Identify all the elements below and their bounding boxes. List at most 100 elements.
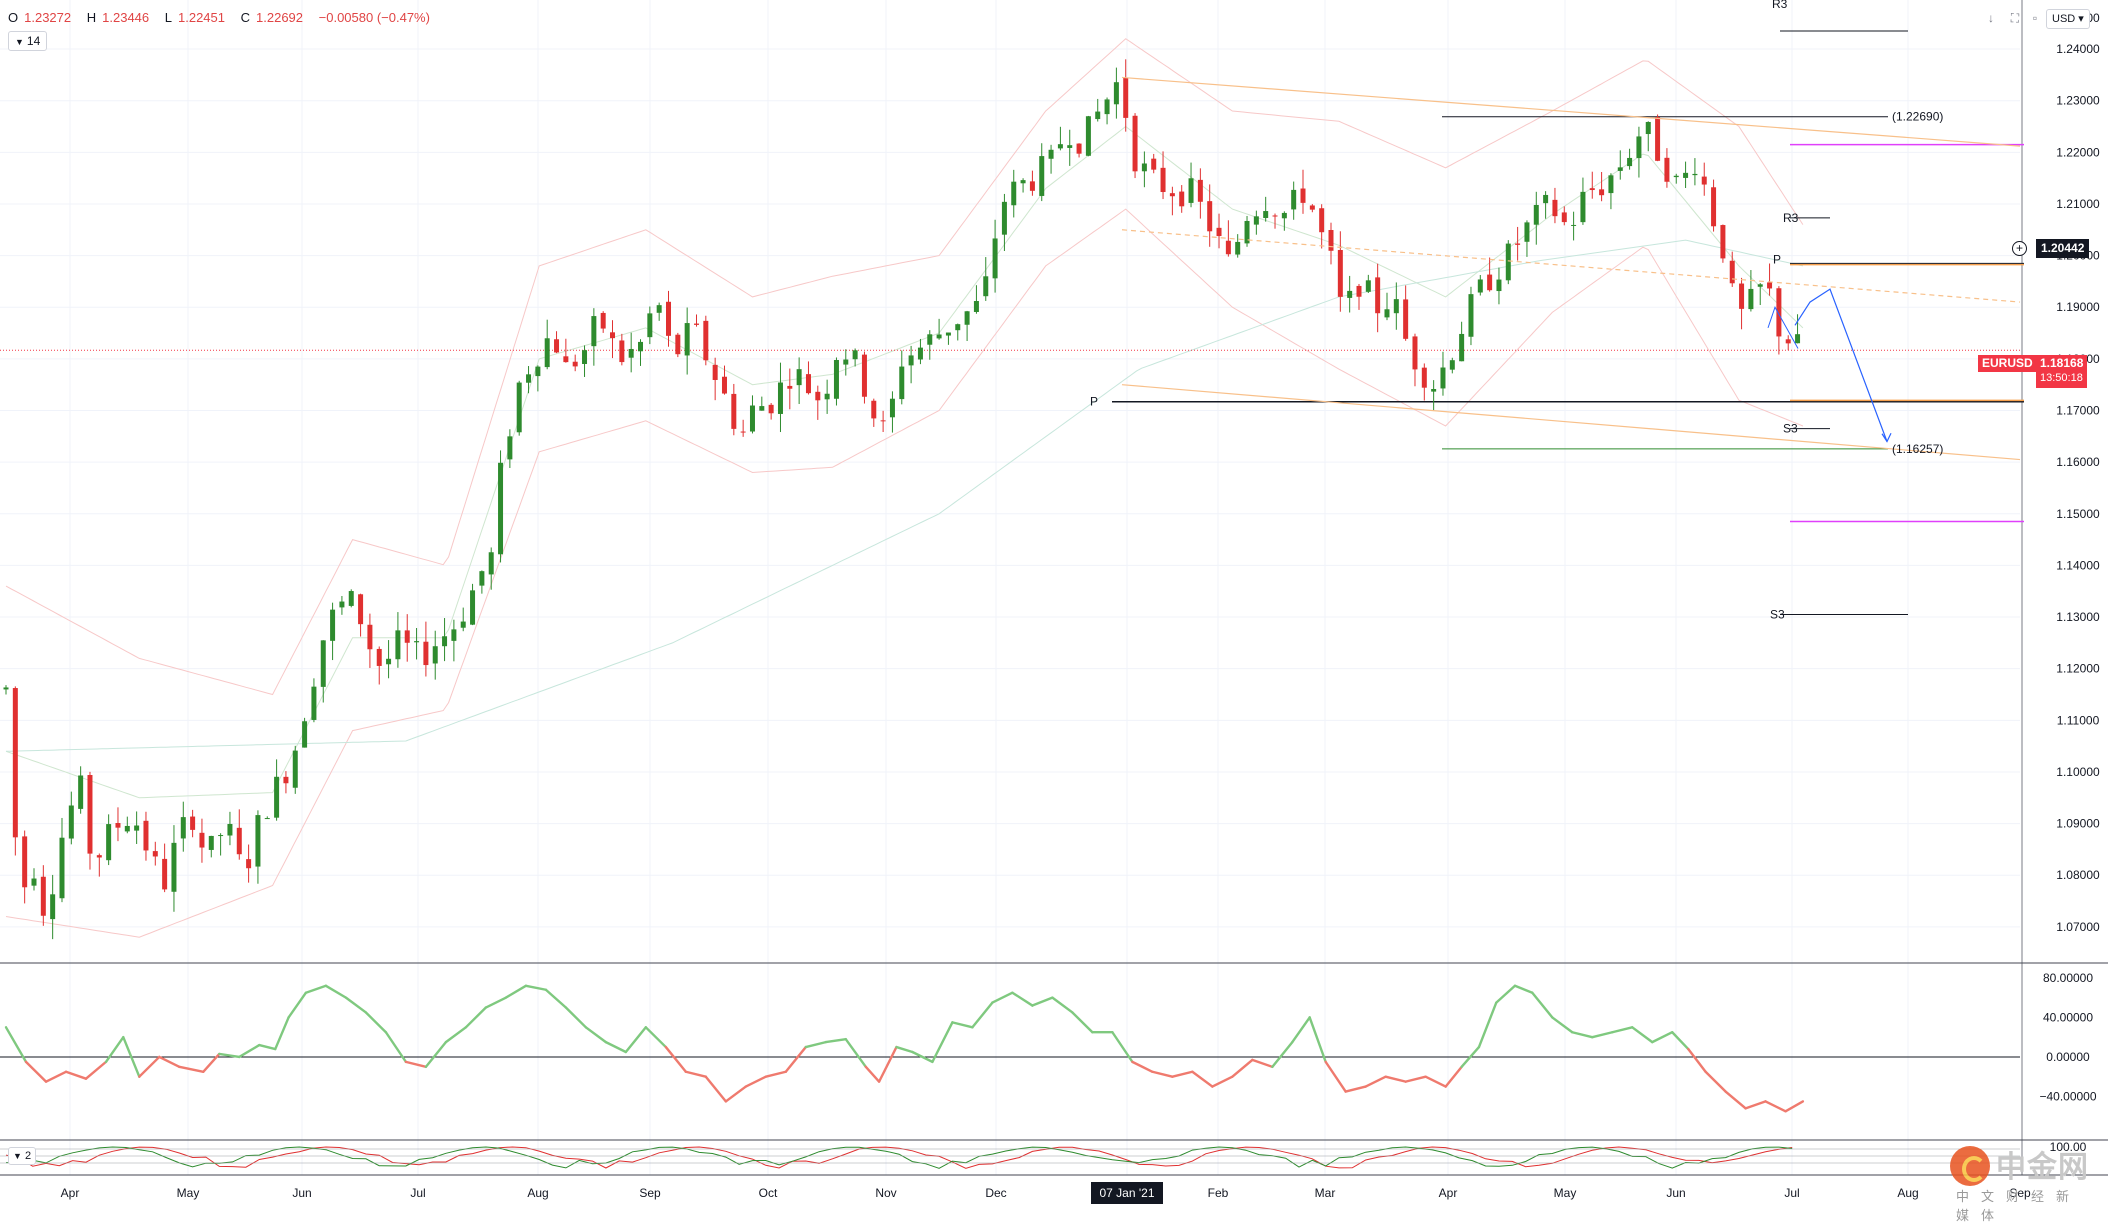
candle-body xyxy=(1225,240,1231,255)
candle-body xyxy=(768,404,774,414)
candle-body xyxy=(1608,175,1614,194)
arrow-down-icon[interactable]: ↓ xyxy=(1988,11,1994,25)
add-alert-icon[interactable]: + xyxy=(2012,241,2027,256)
candle-body xyxy=(1552,199,1558,217)
candle-body xyxy=(442,636,448,647)
osc-segment xyxy=(524,984,548,991)
candle-body xyxy=(236,827,242,855)
osc-tick-label: 0.00000 xyxy=(2046,1050,2090,1064)
projection-arrow xyxy=(1794,288,1888,442)
candle-body xyxy=(1253,216,1259,225)
osc-segment xyxy=(1271,1040,1294,1069)
candle-body xyxy=(1011,181,1017,206)
candle-body xyxy=(1375,277,1381,314)
candle-body xyxy=(992,238,998,279)
candle-body xyxy=(1309,205,1315,210)
candle-body xyxy=(1515,243,1521,245)
candle-body xyxy=(246,859,252,869)
candle-body xyxy=(1104,99,1110,115)
osc-segment xyxy=(764,1070,788,1078)
oscillator-pane: 80.00000 40.00000 0.00000 −40.00000 xyxy=(0,971,2097,1113)
osc-segment xyxy=(122,1035,141,1078)
maximize-icon[interactable]: ⛶ xyxy=(2010,11,2020,25)
drawings: (1.22690) (1.16257) R3 P S3 R3 P S3 xyxy=(1090,0,2021,621)
candle-body xyxy=(833,360,839,399)
candle-body xyxy=(134,825,140,831)
osc-segment xyxy=(844,1037,867,1069)
osc2-line xyxy=(5,1146,1793,1169)
candle-body xyxy=(208,835,214,850)
candle-body xyxy=(3,687,9,690)
osc-segment xyxy=(1444,1065,1463,1088)
time-axis-label: Dec xyxy=(985,1186,1006,1200)
candle-body xyxy=(376,648,382,666)
candle-body xyxy=(955,324,961,331)
osc-segment xyxy=(1251,1058,1274,1069)
candle-body xyxy=(805,374,811,394)
indicator-legend-chip[interactable]: ▼ 14 xyxy=(8,31,48,51)
osc-segment xyxy=(404,1060,428,1069)
candle-body xyxy=(563,356,569,363)
y-tick-label: 1.09000 xyxy=(2056,817,2100,831)
osc-segment xyxy=(178,1065,205,1073)
osc-segment xyxy=(1591,1031,1614,1039)
osc-tick-label: 80.00000 xyxy=(2043,971,2093,985)
candle-body xyxy=(740,431,746,433)
currency-selector[interactable]: USD ▾ xyxy=(2046,9,2090,29)
candle-body xyxy=(628,348,634,358)
time-axis-label: Oct xyxy=(759,1186,778,1200)
zigzag-drawing xyxy=(1767,306,1799,349)
candle-body xyxy=(460,621,466,628)
candle-body xyxy=(1113,82,1119,105)
osc-segment xyxy=(258,1043,277,1051)
candle-body xyxy=(591,316,597,347)
candle-body xyxy=(348,591,354,606)
oscillator2-pane: 100.00 xyxy=(0,1140,2087,1169)
candle-body xyxy=(1067,145,1073,148)
candle-body xyxy=(749,405,755,432)
osc-segment xyxy=(1631,1026,1654,1044)
time-axis-label: Aug xyxy=(1897,1186,1918,1200)
candle-body xyxy=(1617,167,1623,171)
channel-midline xyxy=(1121,229,2021,303)
y-tick-label: 1.23000 xyxy=(2056,94,2100,108)
osc-segment xyxy=(218,1052,241,1059)
y-tick-label: 1.07000 xyxy=(2056,920,2100,934)
support-label: (1.16257) xyxy=(1892,442,1943,456)
price-axis[interactable]: 1.07000 1.08000 1.09000 1.10000 1.11000 1.120… xyxy=(2056,11,2100,934)
low-value: 1.22451 xyxy=(178,10,225,25)
y-tick-label: 1.12000 xyxy=(2056,662,2100,676)
candle-body xyxy=(1795,334,1801,344)
close-icon[interactable]: ▫ xyxy=(2032,11,2038,25)
s3-label: S3 xyxy=(1770,607,1785,621)
candle-body xyxy=(1001,201,1007,235)
close-value: 1.22692 xyxy=(256,10,304,25)
channel-line xyxy=(1121,76,2021,147)
osc-segment xyxy=(1513,984,1534,994)
candle-body xyxy=(162,858,168,890)
candle-body xyxy=(1132,115,1138,172)
indicator2-legend-chip[interactable]: ▼ 2 xyxy=(8,1147,37,1165)
time-axis[interactable]: Apr May Jun Jul Aug Sep Oct Nov Dec 07 Jan '21 Feb… xyxy=(61,1182,2031,1204)
osc-segment xyxy=(1784,1100,1805,1113)
candle-body xyxy=(12,688,18,838)
time-axis-label: May xyxy=(1554,1186,1577,1200)
time-axis-label: Apr xyxy=(1439,1186,1458,1200)
osc-segment xyxy=(1031,996,1054,1007)
osc-segment xyxy=(1151,1070,1174,1078)
candle-body xyxy=(1505,243,1511,281)
candle-body xyxy=(1664,157,1670,182)
osc-segment xyxy=(877,1045,898,1083)
candle-body xyxy=(1729,260,1735,284)
candle-body xyxy=(1543,194,1549,204)
candle-body xyxy=(1029,181,1035,191)
candle-body xyxy=(927,334,933,345)
candle-body xyxy=(880,420,886,422)
overlay-line xyxy=(5,208,1804,938)
osc-segment xyxy=(584,1026,608,1044)
candle-body xyxy=(68,805,74,839)
candle-body xyxy=(693,323,699,325)
candle-body xyxy=(180,817,186,839)
r3-label: R3 xyxy=(1783,211,1799,225)
